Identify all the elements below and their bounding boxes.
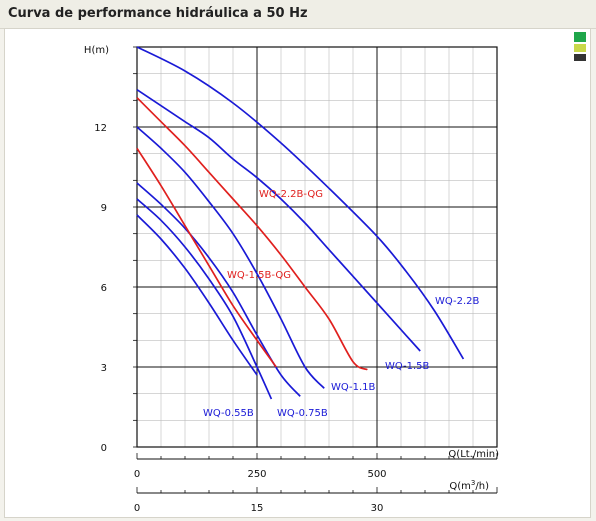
series-line-wq-2-2b-qg [136, 88, 421, 352]
y-tick-label: 9 [101, 203, 107, 214]
annotation-wq-0-55b: WQ-0.55B [203, 408, 254, 419]
x2-tick-label: 0 [134, 503, 140, 514]
annotation-wq-2-2b-qg: WQ-2.2B-QG [259, 189, 323, 200]
x2-tick-label: 30 [371, 503, 384, 514]
y-tick-label: 3 [101, 363, 107, 374]
series-line-wq-1-5b-qg [136, 97, 368, 371]
y-axis-label: H(m) [84, 45, 109, 56]
green-swatch [574, 32, 586, 42]
x-tick-label: 500 [367, 469, 386, 480]
series-line-wq-1-1b-qg [136, 147, 277, 368]
series-line-wq-1-5b [136, 126, 325, 389]
series-line-wq-0-75b [136, 198, 273, 400]
plot-frame [136, 46, 498, 448]
page-title: Curva de performance hidráulica a 50 Hz [8, 6, 308, 21]
annotation-wq-1-5b: WQ-1.5B [385, 361, 430, 372]
y-tick-label: 6 [101, 283, 107, 294]
annotation-wq-0-75b: WQ-0.75B [277, 408, 328, 419]
x2-axis-label: Q(m3/h) [449, 479, 489, 492]
series-line-wq-0-55b [136, 214, 258, 376]
series-line-wq-2-2b [136, 46, 465, 360]
x-tick-label: 250 [247, 469, 266, 480]
series-line-wq-1-1b [136, 182, 301, 397]
x-axis-label: Q(Lt./min) [448, 449, 499, 460]
chart-panel: 0 3 6 9 12 H(m) 0 250 500 Q(Lt./min) 0 15 30 Q(m3/h) W… [4, 28, 591, 518]
y-tick-label: 0 [101, 443, 107, 454]
title-bar: Curva de performance hidráulica a 50 Hz [0, 0, 596, 29]
annotation-wq-1-1b: WQ-1.1B [331, 382, 376, 393]
x2-tick-label: 15 [251, 503, 264, 514]
annotation-wq-2-2b: WQ-2.2B [435, 296, 480, 307]
y-tick-label: 12 [94, 123, 107, 134]
performance-chart: 0 3 6 9 12 H(m) 0 250 500 Q(Lt./min) 0 15 30 Q(m3/h) W… [84, 45, 499, 514]
dark-swatch [574, 54, 586, 61]
yellow-green-swatch [574, 44, 586, 52]
annotation-wq-1-5b-qg: WQ-1.5B-QG [227, 270, 291, 281]
x-tick-label: 0 [134, 469, 140, 480]
